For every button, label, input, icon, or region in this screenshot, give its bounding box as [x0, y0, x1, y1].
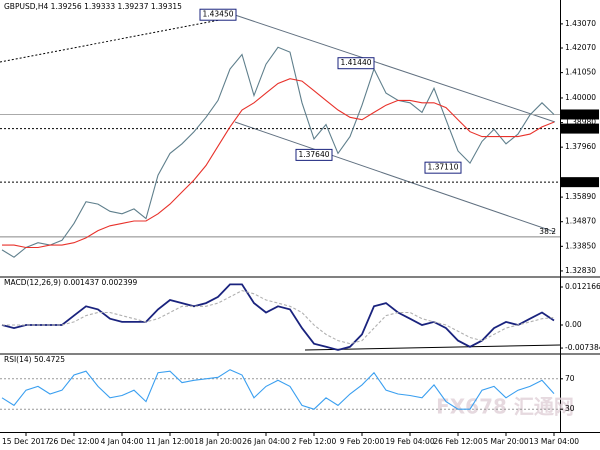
- x-tick-label: 9 Feb 20:00: [340, 437, 385, 446]
- y-tick-label: 1.43070: [565, 19, 596, 28]
- y-tick-label: 1.35890: [565, 192, 596, 201]
- x-tick-label: 26 Jan 04:00: [242, 437, 290, 446]
- y-tick-label: 1.40000: [565, 93, 596, 102]
- price-tag-label: 1.36510: [564, 177, 595, 186]
- channel-lower: [234, 121, 556, 233]
- annotation-label: 1.37640: [298, 150, 329, 159]
- channel-upper: [234, 14, 556, 123]
- y-tick-label: 1.37960: [565, 142, 596, 151]
- x-tick-label: 2 Feb 12:00: [292, 437, 337, 446]
- y-tick-label: 0.012166: [565, 282, 600, 291]
- series-line: [2, 290, 555, 345]
- macd-trend-line: [304, 344, 561, 351]
- price-tag-label: 1.38730: [564, 124, 595, 133]
- x-tick-label: 19 Feb 04:00: [385, 437, 434, 446]
- rsi-title: RSI(14) 50.4725: [4, 355, 65, 364]
- x-tick-label: 13 Mar 04:00: [529, 437, 579, 446]
- y-tick-label: 1.42070: [565, 43, 596, 52]
- annotation-box: [199, 8, 237, 21]
- y-tick-label: 1.32830: [565, 266, 596, 275]
- chart-title: GBPUSD,H4 1.39256 1.39333 1.39237 1.3931…: [4, 2, 182, 11]
- annotation-box: [337, 57, 375, 70]
- price-tag-label: 1.39315: [564, 109, 595, 118]
- x-tick-label: 11 Jan 12:00: [146, 437, 194, 446]
- annotation-label: 1.41440: [340, 58, 371, 67]
- x-tick-label: 15 Dec 2017: [2, 437, 50, 446]
- annotation-box: [424, 161, 462, 174]
- y-tick-label: 1.41050: [565, 68, 596, 77]
- y-tick-label: 30: [565, 404, 575, 413]
- y-tick-label: 1.38980: [565, 118, 596, 127]
- series-line: [1, 369, 555, 410]
- price-tag: [561, 123, 599, 134]
- y-tick-label: -0.007384: [565, 343, 600, 352]
- x-tick-label: 26 Dec 12:00: [49, 437, 100, 446]
- y-tick-label: 0.00: [565, 320, 582, 329]
- x-tick-label: 26 Feb 12:00: [433, 437, 482, 446]
- x-tick-label: 5 Mar 20:00: [483, 437, 529, 446]
- annotation-box: [295, 148, 333, 161]
- price-tag: [561, 177, 599, 188]
- x-tick-label: 18 Jan 20:00: [194, 437, 242, 446]
- fib-label: 38.2: [539, 227, 556, 236]
- macd-title: MACD(12,26,9) 0.001437 0.002399: [4, 278, 138, 287]
- y-tick-label: 1.33850: [565, 241, 596, 250]
- price-tag: [561, 109, 599, 120]
- series-line: [2, 78, 555, 249]
- annotation-label: 1.37110: [427, 163, 458, 172]
- x-tick-label: 4 Jan 04:00: [101, 437, 144, 446]
- y-tick-label: 1.34870: [565, 217, 596, 226]
- annotation-label: 1.43450: [202, 10, 233, 19]
- watermark: FX678 汇通网: [436, 395, 574, 419]
- series-line: [1, 283, 555, 351]
- y-tick-label: 70: [565, 374, 575, 383]
- series-line: [1, 46, 555, 258]
